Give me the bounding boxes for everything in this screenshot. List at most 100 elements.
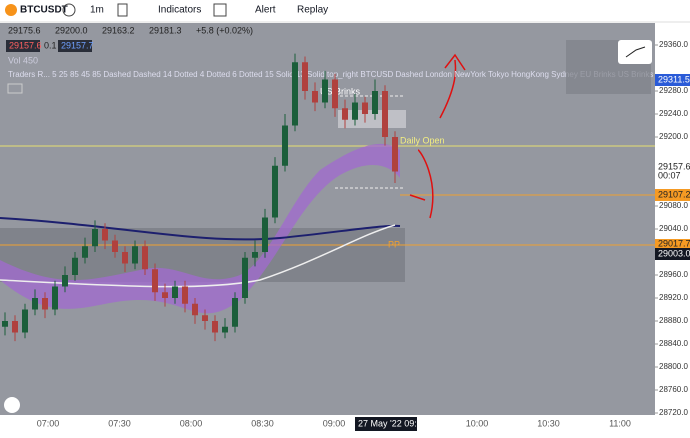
collapse-button[interactable] xyxy=(7,83,23,94)
candle-body xyxy=(382,91,388,137)
ohlc-open: 29175.6 xyxy=(8,25,41,35)
candle-body xyxy=(72,257,78,275)
candle-body xyxy=(372,91,378,114)
price-tick-label: 28720.0 xyxy=(659,408,688,417)
ask-box xyxy=(58,40,92,52)
candle-body xyxy=(212,321,218,333)
candle-body xyxy=(302,62,308,91)
badge-high-text: 29311.5 xyxy=(658,74,690,84)
last-price: 29157.6 xyxy=(658,161,690,171)
time-tick-label: 08:00 xyxy=(180,418,203,428)
candle-body xyxy=(22,309,28,333)
chart-type-icon[interactable] xyxy=(117,3,128,17)
ema-band xyxy=(0,143,400,314)
candle-body xyxy=(102,229,108,241)
candle-body xyxy=(82,246,88,258)
candle-body xyxy=(122,252,128,264)
badge-level1 xyxy=(655,189,690,201)
price-tick-label: 29040.0 xyxy=(659,224,688,233)
interval[interactable]: 1m xyxy=(90,5,104,16)
badge-high xyxy=(655,74,690,86)
candle-body xyxy=(112,240,118,252)
badge-level1-text: 29107.2 xyxy=(658,189,690,199)
price-tick-label: 29080.0 xyxy=(659,201,688,210)
candle-body xyxy=(282,125,288,166)
drawing-widget[interactable] xyxy=(618,40,652,64)
price-tick-label: 29280.0 xyxy=(659,86,688,95)
trend-icon xyxy=(625,46,646,58)
candle-body xyxy=(222,326,228,333)
date-box xyxy=(355,417,417,431)
candle-body xyxy=(322,79,328,103)
slow-ma xyxy=(0,217,401,241)
time-tick-label: 07:30 xyxy=(108,418,131,428)
candle-body xyxy=(252,252,258,258)
candle-body xyxy=(42,298,48,310)
time-tick-label: 07:00 xyxy=(37,418,60,428)
indicator-legend: Traders R... 5 25 85 45 85 Dashed Dashed… xyxy=(8,70,690,79)
price-tick-label: 29200.0 xyxy=(659,132,688,141)
price-tick-label: 28800.0 xyxy=(659,362,688,371)
time-tick-label: 08:30 xyxy=(251,418,274,428)
time-tick-label: 11:00 xyxy=(609,418,631,428)
candle-body xyxy=(192,303,198,316)
time-tick-label: 10:00 xyxy=(466,418,489,428)
marks: 28720.0 28760.0 28800.0 28840.0 28880.0 28920… xyxy=(2,40,688,428)
price-tick-label: 28760.0 xyxy=(659,385,688,394)
candle-body xyxy=(362,102,368,114)
countdown: 00:07 xyxy=(658,170,681,180)
replay-button[interactable]: Replay xyxy=(297,5,328,16)
ohlc-low: 29163.2 xyxy=(102,25,135,35)
price-tick-label: 28840.0 xyxy=(659,339,688,348)
symbol[interactable]: BTCUSDT xyxy=(20,5,68,16)
badge-level2-text: 29017.7 xyxy=(658,238,690,248)
bid: 29157.6 xyxy=(9,40,42,50)
bid-box xyxy=(6,40,40,52)
ohlc-high: 29200.0 xyxy=(55,25,88,35)
time-tick-label: 09:00 xyxy=(323,418,346,428)
candle-body xyxy=(92,229,98,247)
candle-body xyxy=(62,275,68,287)
top-toolbar xyxy=(0,0,690,22)
candle-body xyxy=(52,286,58,310)
price-tick-label: 28880.0 xyxy=(659,316,688,325)
session-box xyxy=(0,228,405,282)
candle-body xyxy=(2,321,8,327)
indicators-button[interactable]: Indicators xyxy=(158,5,201,16)
alert-button[interactable]: Alert xyxy=(255,5,276,16)
badge-crosshair-text: 29003.0 xyxy=(658,248,690,258)
candle-body xyxy=(352,102,358,120)
layout-icon[interactable] xyxy=(213,3,227,17)
candle-body xyxy=(172,286,178,298)
daily-open-label: Daily Open xyxy=(400,135,445,145)
time-axis xyxy=(0,415,690,433)
price-tick-label: 28920.0 xyxy=(659,293,688,302)
price-tick-label: 28960.0 xyxy=(659,270,688,279)
us-brinks-label: US Brinks xyxy=(320,86,361,96)
badge-crosshair xyxy=(655,248,690,260)
ask: 29157.7 xyxy=(61,40,94,50)
time-tick-label: 10:30 xyxy=(537,418,560,428)
candle-body xyxy=(262,217,268,252)
volume-label: Vol 450 xyxy=(8,55,38,65)
date-label: 27 May '22 09:21 xyxy=(358,418,427,428)
candle-body xyxy=(32,298,38,310)
tv-logo xyxy=(4,397,20,413)
price-tick-label: 29360.0 xyxy=(659,40,688,49)
price-tick-label: 29240.0 xyxy=(659,109,688,118)
candle-body xyxy=(132,246,138,264)
hand-drawn-arrow xyxy=(409,53,466,219)
candle-body xyxy=(182,286,188,304)
candle-body xyxy=(162,292,168,298)
ohlc-close: 29181.3 xyxy=(149,25,182,35)
candle-body xyxy=(152,269,158,293)
candle-body xyxy=(12,321,18,333)
candle-body xyxy=(232,298,238,327)
candle-body xyxy=(292,62,298,126)
candle-body xyxy=(242,257,248,298)
candle-body xyxy=(312,91,318,103)
add-symbol[interactable] xyxy=(62,3,76,17)
candle-body xyxy=(342,108,348,120)
candle-body xyxy=(332,79,338,109)
